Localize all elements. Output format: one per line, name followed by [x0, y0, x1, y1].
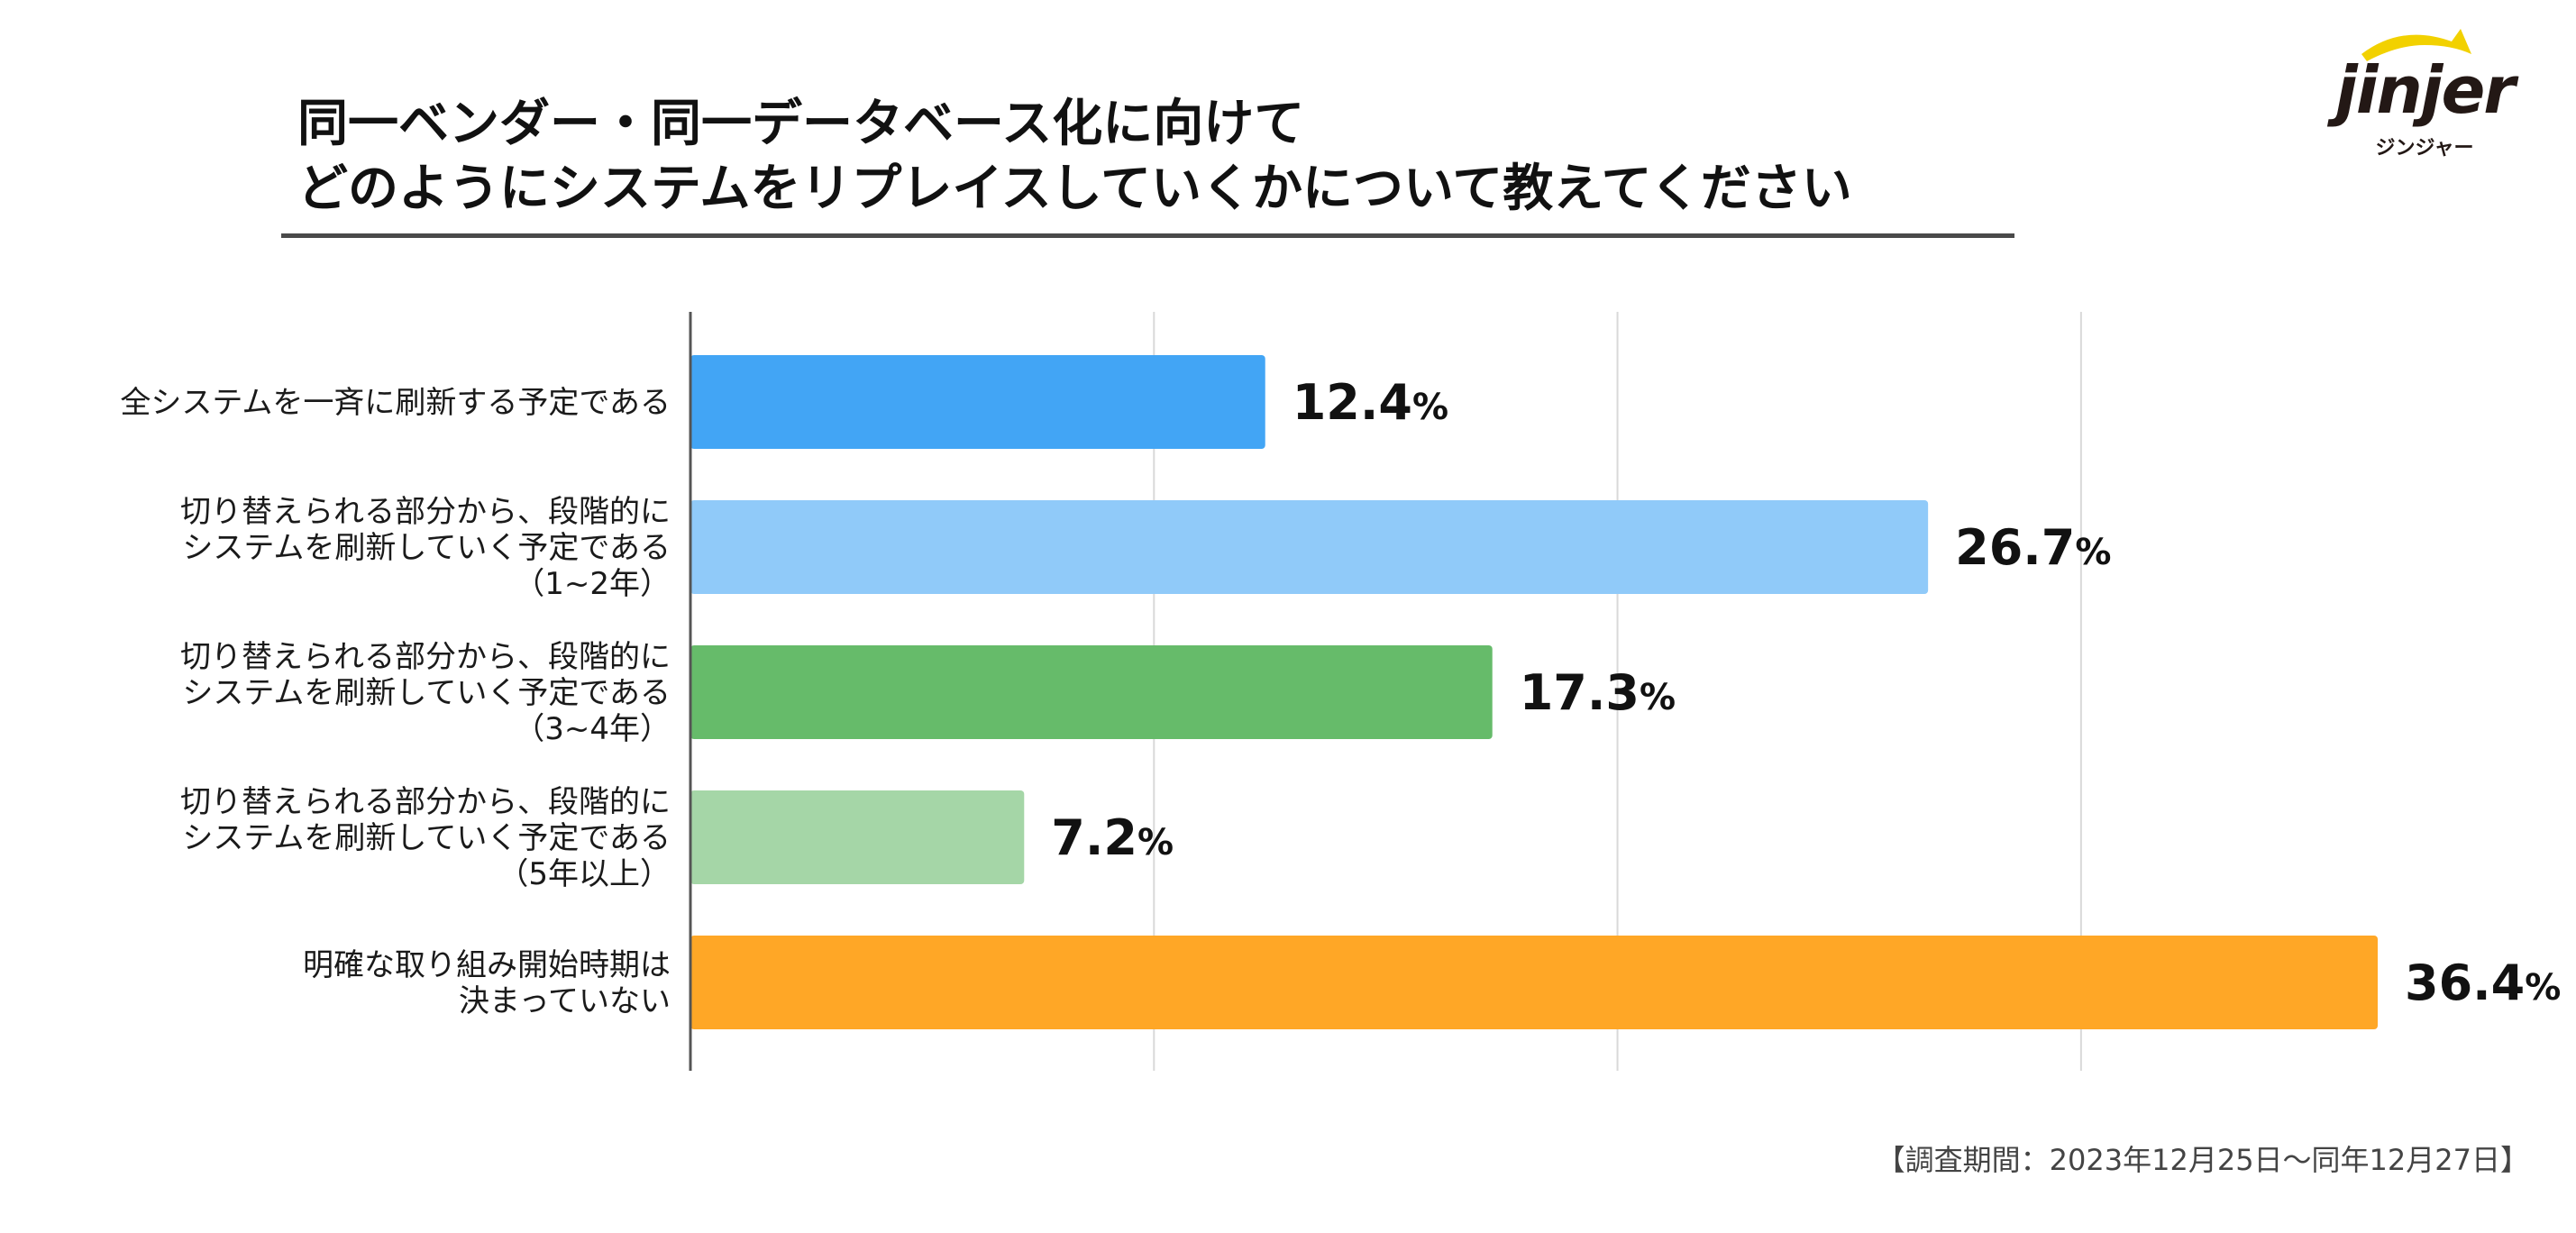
title-underline [281, 233, 2014, 238]
logo-swoosh-icon [2361, 29, 2471, 61]
category-labels: 全システムを一斉に刷新する予定である切り替えられる部分から、段階的にシステムを刷… [120, 385, 671, 1019]
bar [690, 500, 1929, 594]
value-labels: 12.4% 26.7% 17.3% 7.2% 36.4% [1051, 374, 2561, 1011]
bar [690, 790, 1025, 884]
value-label: 36.4% [2405, 954, 2561, 1011]
chart-title-line-1: 同一ベンダー・同一データベース化に向けて [297, 95, 1305, 153]
bar [690, 936, 2378, 1029]
category-label: 全システムを一斉に刷新する予定である [120, 385, 671, 421]
jinjer-logo: jinjer ジンジャー [2316, 25, 2533, 160]
value-label: 12.4% [1293, 374, 1448, 431]
bar-chart: 全システムを一斉に刷新する予定である切り替えられる部分から、段階的にシステムを刷… [120, 312, 2561, 1071]
bar [690, 645, 1493, 739]
category-label: 切り替えられる部分から、段階的にシステムを刷新していく予定である（3~4年） [180, 639, 671, 747]
value-label: 7.2% [1051, 809, 1174, 866]
category-label: 明確な取り組み開始時期は決まっていない [303, 947, 671, 1019]
category-label: 切り替えられる部分から、段階的にシステムを刷新していく予定である（1~2年） [180, 494, 671, 602]
value-label: 17.3% [1520, 664, 1676, 721]
chart-title-line-2: どのようにシステムをリプレイスしていくかについて教えてください [297, 160, 1852, 218]
bar-series [690, 355, 2378, 1029]
category-label: 切り替えられる部分から、段階的にシステムを刷新していく予定である（5年以上） [180, 784, 671, 892]
bar [690, 355, 1265, 449]
chart-title: 同一ベンダー・同一データベース化に向けて どのようにシステムをリプレイスしていく… [297, 92, 2028, 222]
logo-wordmark: jinjer [2335, 52, 2516, 128]
survey-period-note: 【調査期間：2023年12月25日〜同年12月27日】 [1876, 1143, 2529, 1177]
logo-kana: ジンジャー [2375, 137, 2474, 160]
value-label: 26.7% [1955, 519, 2111, 576]
